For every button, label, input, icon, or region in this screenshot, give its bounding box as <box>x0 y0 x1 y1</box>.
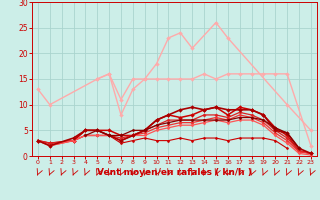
X-axis label: Vent moyen/en rafales ( kn/h ): Vent moyen/en rafales ( kn/h ) <box>97 168 252 177</box>
